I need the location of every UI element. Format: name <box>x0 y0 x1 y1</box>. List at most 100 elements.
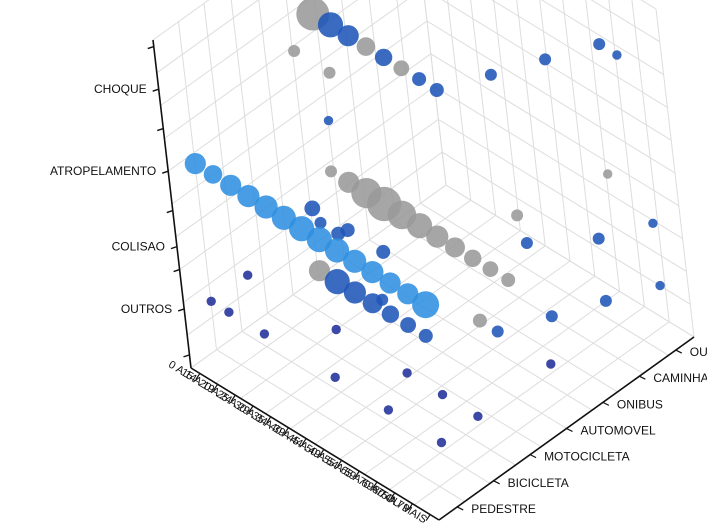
y-tick <box>639 375 646 380</box>
x-tick <box>213 383 219 391</box>
bubble <box>464 249 482 267</box>
gridline <box>655 8 695 338</box>
bubble <box>381 305 400 323</box>
bubble <box>304 200 321 217</box>
bubble <box>323 66 336 79</box>
gridline <box>608 0 645 307</box>
bubble <box>317 12 344 38</box>
y-tick <box>566 427 573 433</box>
z-axis-line <box>152 39 192 369</box>
bubble <box>254 195 278 219</box>
bubble <box>473 411 483 421</box>
gridline <box>470 0 497 216</box>
bubble <box>324 269 350 295</box>
y-tick <box>675 349 683 354</box>
bubble <box>361 261 384 284</box>
gridline <box>314 260 571 445</box>
bubble <box>412 291 440 319</box>
x-tick <box>283 427 289 435</box>
bubble <box>418 328 433 343</box>
bubble <box>343 249 367 273</box>
x-tick <box>407 503 413 511</box>
y-axis-labels: PEDESTRE BICICLETA MOTOCICLETA AUTOMOVEL ONI… <box>471 345 707 516</box>
z-tick <box>170 245 178 250</box>
bubble <box>306 227 332 253</box>
bubble <box>393 60 410 77</box>
gridline <box>313 0 345 259</box>
y-tick-label: AUTOMOVEL <box>581 424 656 438</box>
x-tick <box>301 438 307 445</box>
x-tick <box>425 514 431 521</box>
bubble <box>545 310 558 323</box>
bubble <box>271 205 296 230</box>
x-tick-label: 80 OU MAIS <box>370 484 429 526</box>
bubble <box>599 294 612 307</box>
gridline <box>413 321 670 506</box>
bubble <box>206 296 216 306</box>
gridline <box>540 0 664 76</box>
bubble <box>331 324 341 335</box>
z-tick <box>147 45 154 50</box>
bubble <box>383 405 394 415</box>
gridline <box>420 202 669 356</box>
x-tick <box>195 373 201 380</box>
bubble <box>203 165 223 184</box>
gridline <box>152 0 210 41</box>
z-tick-label: ATROPELAMENTO <box>50 164 156 178</box>
gridline <box>426 20 676 174</box>
chart-bubbles <box>184 0 665 448</box>
bubble <box>511 209 524 222</box>
bubble <box>379 272 401 294</box>
bubble <box>592 232 605 245</box>
x-tick <box>354 470 360 478</box>
gridline <box>339 275 596 460</box>
bubble <box>472 313 487 328</box>
y-tick <box>529 454 537 459</box>
x-tick <box>390 492 396 500</box>
y-tick-label: PEDESTRE <box>471 502 536 516</box>
bubble <box>237 185 260 208</box>
gridline <box>396 0 421 204</box>
gridline <box>230 0 268 314</box>
bubble <box>288 45 301 57</box>
x-tick <box>266 416 272 424</box>
gridline <box>590 0 661 43</box>
bubble <box>412 72 427 87</box>
x-tick <box>372 481 378 489</box>
bubble <box>314 216 327 229</box>
bubble <box>356 37 376 56</box>
bubble <box>402 368 412 378</box>
bubble <box>593 38 606 51</box>
bubble <box>436 437 447 448</box>
bubble <box>184 153 206 175</box>
z-tick-label: CHOQUE <box>94 82 147 96</box>
bubble <box>539 53 552 66</box>
bubble <box>337 25 359 47</box>
z-tick <box>152 88 159 92</box>
bubble <box>400 317 416 333</box>
bubble <box>374 48 393 67</box>
y-tick-label: MOTOCICLETA <box>544 450 630 464</box>
bubble <box>484 68 497 81</box>
bubble <box>308 260 331 282</box>
bubble <box>259 329 270 339</box>
gridline <box>516 0 546 246</box>
gridline <box>167 0 408 172</box>
bubble <box>520 237 533 249</box>
y-tick <box>493 480 500 485</box>
x-axis-line <box>190 367 440 521</box>
bubble <box>323 115 334 126</box>
z-tick-label: OUTROS <box>121 302 172 316</box>
z-tick <box>183 354 190 358</box>
x-tick <box>248 405 254 413</box>
bubble <box>603 169 613 179</box>
gridline <box>539 0 571 262</box>
gridline <box>562 0 596 277</box>
gridline <box>389 306 645 491</box>
x-tick <box>319 449 325 456</box>
bubble <box>482 261 499 277</box>
chart-axes <box>147 39 695 521</box>
bubble <box>330 372 340 382</box>
